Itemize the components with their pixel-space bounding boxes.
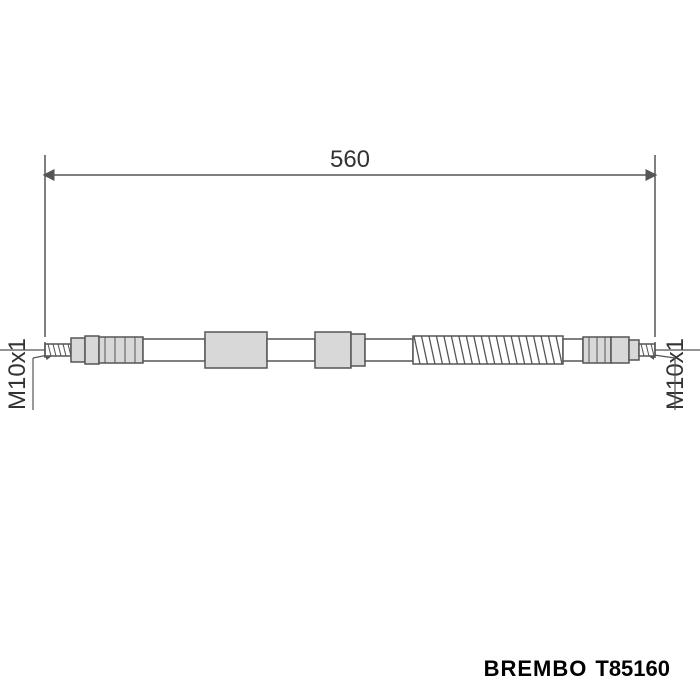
svg-text:560: 560 <box>330 146 370 173</box>
footer: BREMBO T85160 <box>484 656 670 682</box>
brake-hose-diagram: 560M10x1M10x1 <box>0 0 700 700</box>
svg-text:M10x1: M10x1 <box>4 338 31 410</box>
part-number: T85160 <box>595 656 670 682</box>
brand-label: BREMBO <box>484 656 588 682</box>
